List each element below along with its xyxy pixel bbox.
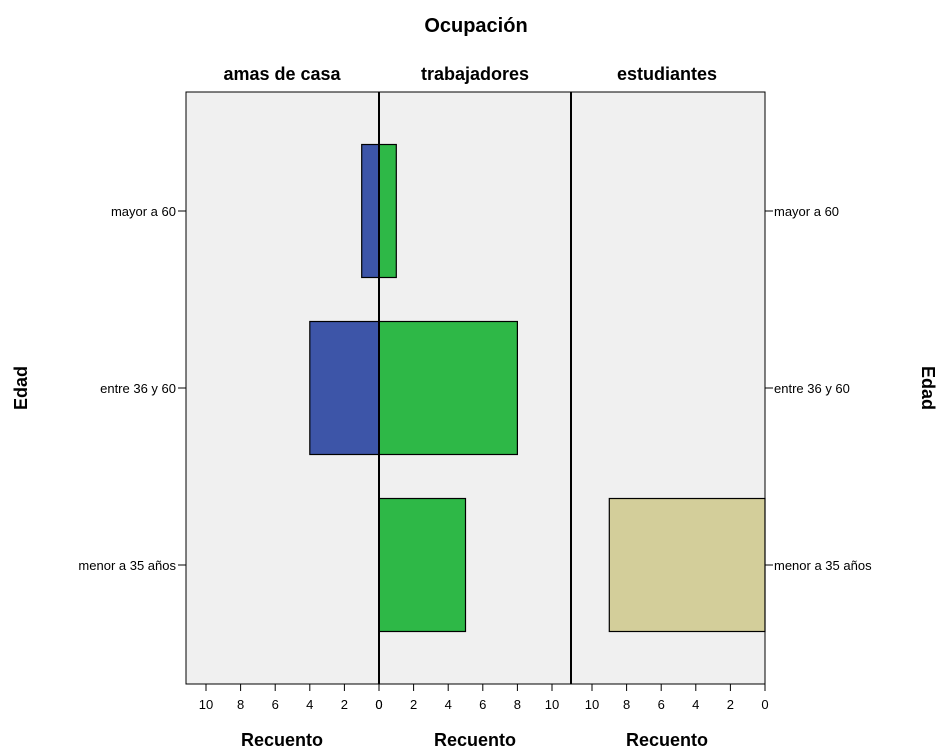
x-tick-trabajadores-0: 0	[375, 697, 382, 712]
x-tick-estudiantes-10: 10	[585, 697, 599, 712]
x-tick-amas-de-casa-4: 4	[306, 697, 313, 712]
x-axis-title-estudiantes: Recuento	[626, 730, 708, 750]
y-label-right-mayor-a-60: mayor a 60	[774, 204, 839, 219]
y-label-right-entre-36-y-60: entre 36 y 60	[774, 381, 850, 396]
bar-amas-de-casa-entre-36-y-60	[309, 320, 380, 456]
x-tick-amas-de-casa-2: 2	[341, 697, 348, 712]
x-tick-estudiantes-8: 8	[623, 697, 630, 712]
x-tick-amas-de-casa-6: 6	[272, 697, 279, 712]
bars-group	[309, 143, 766, 633]
x-tick-trabajadores-6: 6	[479, 697, 486, 712]
x-axis-ticks: 10 8 6 4 2 00 2 4 6 8 10 10 8 6 4 2 0	[199, 684, 769, 712]
x-axis-title-trabajadores: Recuento	[434, 730, 516, 750]
x-tick-estudiantes-0: 0	[761, 697, 768, 712]
y-label-left-menor-a-35-anos: menor a 35 años	[78, 558, 176, 573]
x-tick-trabajadores-4: 4	[445, 697, 452, 712]
x-tick-trabajadores-8: 8	[514, 697, 521, 712]
x-tick-amas-de-casa-8: 8	[237, 697, 244, 712]
y-label-left-mayor-a-60: mayor a 60	[111, 204, 176, 219]
bar-trabajadores-mayor-a-60	[378, 143, 397, 279]
x-axis-title-amas-de-casa: Recuento	[241, 730, 323, 750]
bar-trabajadores-entre-36-y-60	[378, 320, 518, 456]
x-tick-amas-de-casa-10: 10	[199, 697, 213, 712]
bar-amas-de-casa-mayor-a-60	[361, 143, 380, 279]
panel-title-trabajadores: trabajadores	[421, 64, 529, 84]
chart-title: Ocupación	[424, 15, 527, 37]
y-label-left-entre-36-y-60: entre 36 y 60	[100, 381, 176, 396]
x-tick-trabajadores-10: 10	[545, 697, 559, 712]
right-category-labels: mayor a 60 entre 36 y 60 menor a 35 años	[765, 204, 872, 573]
x-tick-estudiantes-2: 2	[727, 697, 734, 712]
panel-title-amas-de-casa: amas de casa	[223, 64, 341, 84]
y-axis-title-right: Edad	[918, 366, 938, 410]
bar-trabajadores-menor-a-35-anos	[378, 497, 467, 633]
y-label-right-menor-a-35-anos: menor a 35 años	[774, 558, 872, 573]
panel-title-estudiantes: estudiantes	[617, 64, 717, 84]
x-tick-estudiantes-6: 6	[658, 697, 665, 712]
x-tick-trabajadores-2: 2	[410, 697, 417, 712]
x-tick-estudiantes-4: 4	[692, 697, 699, 712]
x-tick-amas-de-casa-0: 0	[375, 697, 382, 712]
bar-estudiantes-menor-a-35-anos	[608, 497, 766, 633]
left-category-labels: mayor a 60 entre 36 y 60 menor a 35 años	[78, 204, 186, 573]
y-axis-title-left: Edad	[11, 366, 31, 410]
